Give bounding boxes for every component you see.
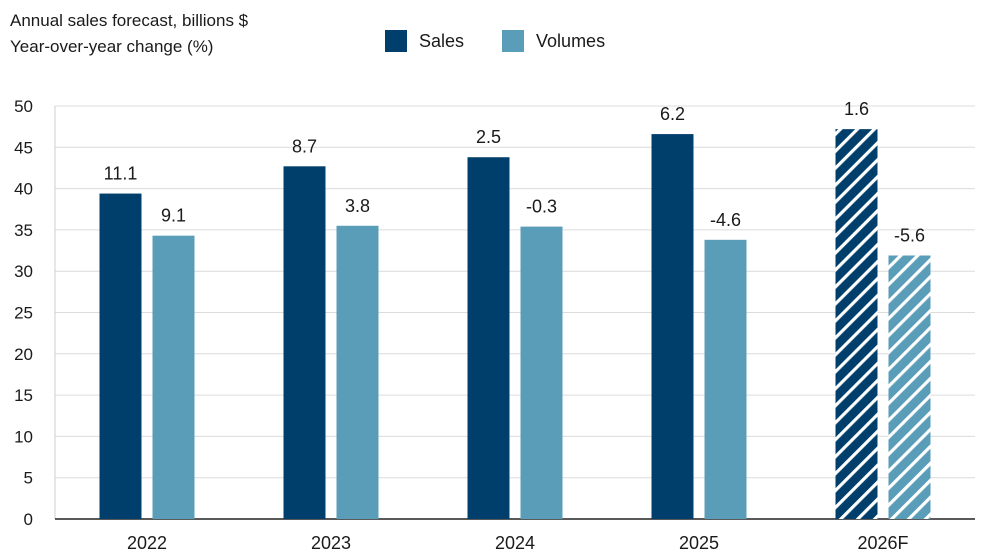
chart-subtitle-line-2: Year-over-year change (%) xyxy=(10,37,214,56)
bar-sales-2024 xyxy=(467,157,510,519)
bar-volumes-2024 xyxy=(520,226,563,519)
bar-sales-2023 xyxy=(283,166,326,519)
y-axis: 0 5 10 15 20 25 30 35 40 45 50 xyxy=(14,97,975,529)
data-labels: 11.1 9.1 8.7 3.8 2.5 -0.3 6.2 -4.6 1.6 -5.6 xyxy=(104,99,925,245)
data-label-sales-2024: 2.5 xyxy=(476,127,501,147)
x-tick-label: 2025 xyxy=(679,533,719,553)
y-tick-label: 10 xyxy=(14,427,33,446)
y-tick-label: 50 xyxy=(14,97,33,116)
bars xyxy=(99,129,931,520)
data-label-volumes-2024: -0.3 xyxy=(526,197,557,217)
x-tick-label: 2026F xyxy=(857,533,908,553)
bar-sales-2026f xyxy=(835,129,878,520)
x-axis: 2022 2023 2024 2025 2026F xyxy=(127,533,909,553)
x-tick-label: 2024 xyxy=(495,533,535,553)
data-label-volumes-2026f: -5.6 xyxy=(894,226,925,246)
legend-swatch-volumes xyxy=(502,30,525,52)
bar-volumes-2023 xyxy=(336,225,379,519)
data-label-volumes-2025: -4.6 xyxy=(710,210,741,230)
legend-swatch-sales xyxy=(385,30,407,52)
x-tick-label: 2023 xyxy=(311,533,351,553)
bar-volumes-2025 xyxy=(704,239,747,519)
bar-volumes-2022 xyxy=(152,235,195,519)
chart-subtitle-line-1: Annual sales forecast, billions $ xyxy=(10,11,249,30)
legend-item-sales: Sales xyxy=(385,30,464,52)
data-label-volumes-2022: 9.1 xyxy=(161,206,186,226)
bar-sales-2022 xyxy=(99,193,142,519)
legend-label-volumes: Volumes xyxy=(536,30,606,51)
legend-item-volumes: Volumes xyxy=(502,30,605,52)
y-tick-label: 30 xyxy=(14,262,33,281)
y-tick-label: 45 xyxy=(14,138,33,157)
bar-sales-2025 xyxy=(651,134,694,520)
y-tick-label: 35 xyxy=(14,221,33,240)
y-tick-label: 20 xyxy=(14,345,33,364)
y-tick-label: 25 xyxy=(14,304,33,323)
data-label-sales-2025: 6.2 xyxy=(660,104,685,124)
x-tick-label: 2022 xyxy=(127,533,167,553)
data-label-sales-2026f: 1.6 xyxy=(844,99,869,119)
legend: Sales Volumes xyxy=(385,30,605,52)
data-label-sales-2022: 11.1 xyxy=(104,164,138,184)
legend-label-sales: Sales xyxy=(419,30,465,51)
y-tick-label: 5 xyxy=(24,469,33,488)
data-label-sales-2023: 8.7 xyxy=(292,136,317,156)
gridlines xyxy=(55,105,975,479)
y-tick-label: 15 xyxy=(14,386,33,405)
data-label-volumes-2023: 3.8 xyxy=(345,196,370,216)
chart-header: Annual sales forecast, billions $ Year-o… xyxy=(10,8,248,60)
y-tick-label: 40 xyxy=(14,180,33,199)
y-tick-label: 0 xyxy=(24,510,33,529)
bar-volumes-2026f xyxy=(888,255,931,520)
